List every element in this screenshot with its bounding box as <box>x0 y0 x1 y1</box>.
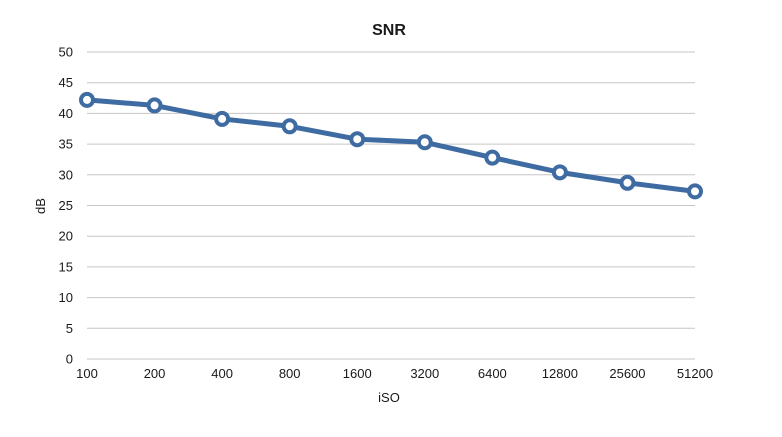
y-tick-label: 20 <box>59 229 73 244</box>
data-point-1600 <box>349 131 366 148</box>
x-tick-label: 800 <box>279 366 301 381</box>
y-tick-label: 5 <box>66 321 73 336</box>
data-point-12800 <box>551 164 568 181</box>
data-point-6400 <box>484 149 501 166</box>
series-markers <box>79 91 703 200</box>
x-tick-label: 100 <box>76 366 98 381</box>
data-point-200 <box>146 97 163 114</box>
x-tick-label: 12800 <box>542 366 578 381</box>
data-point-25600 <box>619 174 636 191</box>
data-point-51200 <box>687 183 703 200</box>
x-tick-label: 3200 <box>410 366 439 381</box>
y-tick-label: 25 <box>59 198 73 213</box>
y-tick-label: 40 <box>59 106 73 121</box>
x-tick-label: 6400 <box>478 366 507 381</box>
chart-title: SNR <box>372 22 406 39</box>
y-tick-label: 15 <box>59 259 73 274</box>
y-tick-label: 0 <box>66 352 73 367</box>
data-point-800 <box>281 118 298 135</box>
series-line-layer <box>84 97 698 194</box>
y-axis-label: dB <box>33 198 48 214</box>
data-point-100 <box>79 91 95 108</box>
x-axis-ticks: 100 200 400 800 1600 3200 6400 12800 25600 51200 <box>76 366 713 381</box>
x-axis-label: iSO <box>378 390 400 405</box>
data-point-400 <box>214 110 231 127</box>
y-axis-ticks: 0 5 10 15 20 25 30 35 40 45 50 <box>59 45 73 367</box>
y-tick-label: 30 <box>59 167 73 182</box>
grid-lines <box>87 51 695 360</box>
x-tick-label: 1600 <box>343 366 372 381</box>
y-tick-label: 50 <box>59 45 73 60</box>
y-tick-label: 45 <box>59 75 73 90</box>
x-tick-label: 400 <box>211 366 233 381</box>
y-tick-label: 35 <box>59 137 73 152</box>
x-tick-label: 25600 <box>609 366 645 381</box>
x-tick-label: 51200 <box>677 366 713 381</box>
x-tick-label: 200 <box>144 366 166 381</box>
series-line <box>84 97 698 194</box>
data-point-3200 <box>416 134 433 151</box>
y-tick-label: 10 <box>59 290 73 305</box>
